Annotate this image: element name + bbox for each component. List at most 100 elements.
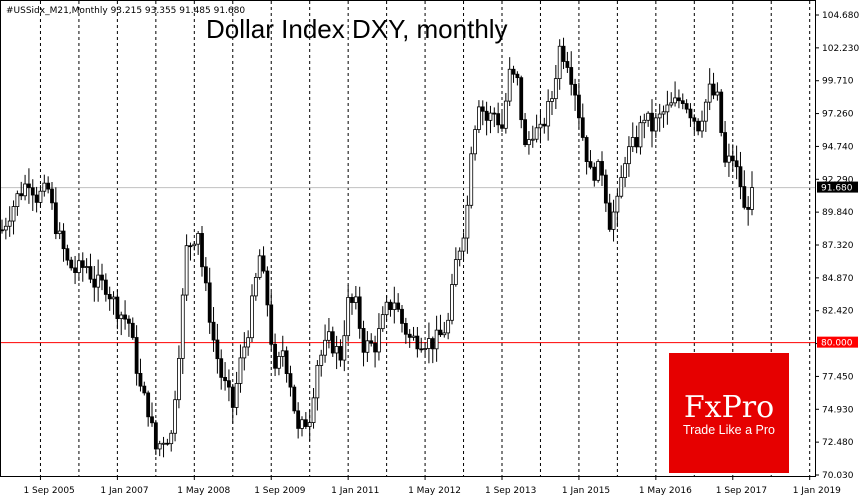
candle xyxy=(207,267,212,334)
candle xyxy=(53,187,58,240)
candle-body-down xyxy=(415,335,420,350)
candle-body-down xyxy=(677,97,681,102)
candle-body-up xyxy=(42,182,47,192)
x-tick-label: 1 May 2008 xyxy=(177,486,230,496)
candle-body-down xyxy=(580,117,585,138)
candle-body-up xyxy=(427,338,431,349)
candle-body-up xyxy=(180,294,185,359)
plot-frame xyxy=(0,0,816,477)
candle-body-down xyxy=(288,373,293,388)
candle-body-down xyxy=(603,174,608,204)
candle xyxy=(373,335,377,368)
candle-body-up xyxy=(334,346,339,354)
candle xyxy=(203,257,208,292)
candle xyxy=(103,273,108,302)
candle xyxy=(338,339,343,367)
candle xyxy=(423,342,427,358)
candle-body-down xyxy=(223,376,227,382)
candle-body-down xyxy=(138,373,143,387)
candle-body-down xyxy=(69,259,74,269)
candle-body-down xyxy=(734,160,739,168)
candle-body-down xyxy=(123,314,127,320)
candle xyxy=(527,131,531,155)
candle-body-up xyxy=(538,123,543,129)
candle-body-up xyxy=(257,255,262,278)
x-tick-label: 1 Jan 2011 xyxy=(331,486,379,496)
candle xyxy=(730,144,735,172)
y-tick-label: 82.420 xyxy=(822,307,854,317)
y-tick-label: 94.740 xyxy=(822,142,854,152)
candle xyxy=(596,159,601,183)
candle xyxy=(3,217,8,240)
candle-body-up xyxy=(15,193,20,207)
candle xyxy=(400,305,404,333)
candle-body-up xyxy=(615,195,620,213)
candle xyxy=(523,112,527,148)
x-axis-ticks: 1 Sep 2005 1 Jan 2007 1 May 2008 1 Sep 2009… xyxy=(23,476,841,496)
candle-body-down xyxy=(719,91,724,133)
candle-body-down xyxy=(684,103,689,110)
candle xyxy=(465,195,470,254)
candle xyxy=(353,286,358,310)
candle-body-down xyxy=(265,270,270,306)
candle-body-down xyxy=(696,120,701,132)
candle xyxy=(369,333,374,347)
candle xyxy=(477,100,481,134)
candle xyxy=(84,258,89,274)
level-price-tag: 80.000 xyxy=(817,336,858,349)
candle-body-up xyxy=(307,422,312,427)
candle-body-up xyxy=(446,319,451,334)
candle xyxy=(742,170,747,210)
candle xyxy=(611,199,616,242)
candle xyxy=(723,120,727,168)
candle-body-up xyxy=(246,337,251,348)
candle xyxy=(73,255,77,285)
x-tick-label: 1 Sep 2013 xyxy=(485,486,536,496)
candle-body-down xyxy=(484,110,489,121)
candle xyxy=(300,416,304,437)
candle-body-down xyxy=(150,416,154,424)
candle-body-down xyxy=(92,278,97,288)
candle-body-down xyxy=(80,260,85,268)
candle xyxy=(492,107,497,128)
candle-body-down xyxy=(430,338,435,350)
candle xyxy=(323,324,327,363)
candle xyxy=(361,320,366,367)
candle-body-down xyxy=(53,202,58,235)
candle-body-down xyxy=(19,193,24,197)
level-lines xyxy=(1,187,815,344)
candle-body-down xyxy=(34,194,39,203)
candle xyxy=(334,335,339,370)
y-tick-label: 104.680 xyxy=(822,11,859,21)
candle xyxy=(80,252,85,282)
candle-body-up xyxy=(673,97,677,104)
candle-body-down xyxy=(438,329,443,336)
y-tick-label: 77.450 xyxy=(822,372,854,382)
candle xyxy=(484,101,489,136)
candle-body-up xyxy=(503,100,508,129)
candle xyxy=(130,317,135,340)
candle xyxy=(146,390,151,427)
chart-title: Dollar Index DXY, monthly xyxy=(206,14,508,44)
candle xyxy=(750,171,754,216)
candle-body-up xyxy=(300,419,304,429)
candle xyxy=(384,295,389,321)
candle xyxy=(96,259,101,302)
candle-body-down xyxy=(523,119,527,146)
candle xyxy=(469,146,474,209)
candle-body-up xyxy=(469,153,474,206)
candle-body-up xyxy=(465,204,470,239)
candle xyxy=(238,344,243,393)
candle xyxy=(438,314,443,337)
x-tick-label: 1 Sep 2009 xyxy=(254,486,306,496)
candle xyxy=(288,365,293,397)
candle-body-up xyxy=(280,350,285,357)
candle-body-down xyxy=(373,342,377,353)
candle xyxy=(38,185,43,207)
candle-body-down xyxy=(350,297,354,303)
candle-body-up xyxy=(384,301,389,316)
candle xyxy=(446,312,451,340)
candle-body-up xyxy=(157,443,162,450)
candle-body-up xyxy=(11,206,16,222)
vertical-gridlines xyxy=(39,1,811,476)
